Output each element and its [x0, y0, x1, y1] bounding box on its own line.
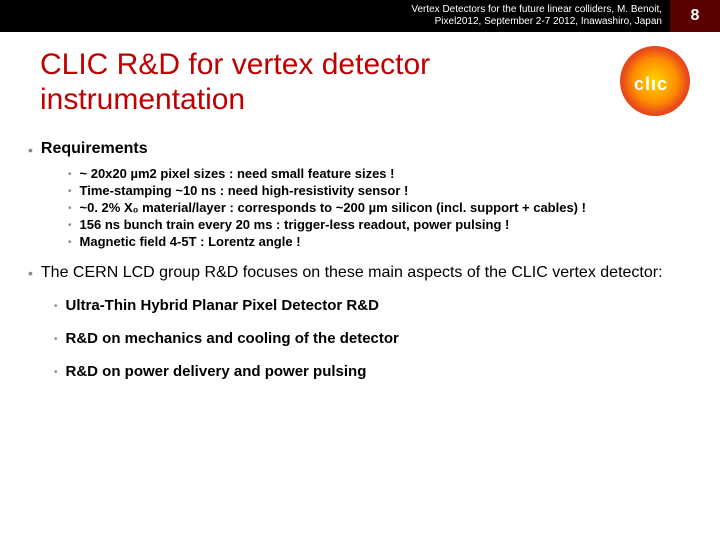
bullet-dot-icon: •	[68, 186, 72, 197]
requirements-item-text: Time-stamping ~10 ns : need high-resisti…	[80, 183, 409, 198]
slide-title-area: CLIC R&D for vertex detector instrumenta…	[40, 48, 600, 117]
requirements-heading-row: • Requirements	[28, 140, 698, 158]
focus-item-text: R&D on power delivery and power pulsing	[66, 363, 367, 380]
header-line1: Vertex Detectors for the future linear c…	[411, 4, 662, 16]
header-bar: Vertex Detectors for the future linear c…	[0, 0, 720, 32]
header-text: Vertex Detectors for the future linear c…	[411, 4, 662, 28]
requirements-item-text: ~ 20x20 µm2 pixel sizes : need small fea…	[80, 166, 395, 181]
bullet-dot-icon: •	[54, 301, 58, 312]
requirements-heading: Requirements	[41, 140, 148, 158]
requirements-item-text: Magnetic field 4-5T : Lorentz angle !	[80, 234, 301, 249]
clic-logo: clıc	[620, 46, 690, 116]
focus-item-text: Ultra-Thin Hybrid Planar Pixel Detector …	[66, 297, 379, 314]
focus-item: • R&D on power delivery and power pulsin…	[54, 363, 698, 380]
focus-heading: The CERN LCD group R&D focuses on these …	[41, 263, 663, 283]
requirements-item: • Time-stamping ~10 ns : need high-resis…	[68, 183, 698, 198]
requirements-item: • ~ 20x20 µm2 pixel sizes : need small f…	[68, 166, 698, 181]
bullet-dot-icon: •	[68, 203, 72, 214]
bullet-dot-icon: •	[54, 367, 58, 378]
requirements-item-text: ~0. 2% X₀ material/layer : corresponds t…	[80, 200, 586, 215]
bullet-dot-icon: •	[68, 237, 72, 248]
requirements-list: • ~ 20x20 µm2 pixel sizes : need small f…	[68, 166, 698, 249]
focus-list: • Ultra-Thin Hybrid Planar Pixel Detecto…	[54, 297, 698, 380]
requirements-item: • 156 ns bunch train every 20 ms : trigg…	[68, 217, 698, 232]
slide-title: CLIC R&D for vertex detector instrumenta…	[40, 48, 600, 117]
slide-content: • Requirements • ~ 20x20 µm2 pixel sizes…	[28, 140, 698, 396]
page-number: 8	[691, 7, 700, 25]
header-line2: Pixel2012, September 2-7 2012, Inawashir…	[411, 16, 662, 28]
bullet-dot-icon: •	[68, 169, 72, 180]
requirements-item: • ~0. 2% X₀ material/layer : corresponds…	[68, 200, 698, 215]
requirements-item-text: 156 ns bunch train every 20 ms : trigger…	[80, 217, 510, 232]
logo-circle: clıc	[620, 46, 690, 116]
page-number-box: 8	[670, 0, 720, 32]
focus-item: • R&D on mechanics and cooling of the de…	[54, 330, 698, 347]
focus-item-text: R&D on mechanics and cooling of the dete…	[66, 330, 399, 347]
bullet-dot-icon: •	[28, 265, 33, 281]
bullet-dot-icon: •	[68, 220, 72, 231]
focus-item: • Ultra-Thin Hybrid Planar Pixel Detecto…	[54, 297, 698, 314]
bullet-dot-icon: •	[28, 142, 33, 158]
requirements-item: • Magnetic field 4-5T : Lorentz angle !	[68, 234, 698, 249]
bullet-dot-icon: •	[54, 334, 58, 345]
focus-heading-row: • The CERN LCD group R&D focuses on thes…	[28, 263, 698, 283]
logo-text: clıc	[634, 74, 668, 95]
